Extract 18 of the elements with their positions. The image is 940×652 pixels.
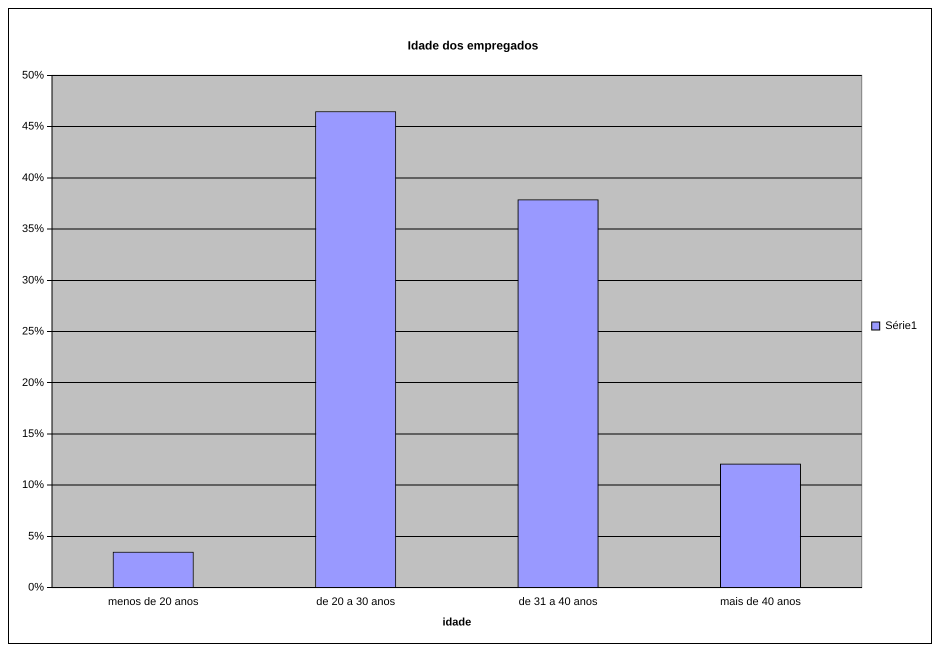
y-tick-label: 35% [22, 223, 44, 236]
y-tick-label: 5% [28, 530, 44, 542]
y-tick-label: 15% [22, 428, 44, 440]
y-tick-label: 50% [22, 69, 44, 82]
x-tick-label: mais de 40 anos [720, 596, 802, 608]
y-tick-label: 30% [22, 274, 44, 286]
x-tick-label: de 31 a 40 anos [518, 596, 598, 608]
x-axis-title: idade [442, 616, 472, 628]
legend-label: Série1 [885, 320, 917, 332]
chart-title: Idade dos empregados [408, 38, 539, 53]
y-tick-label: 45% [22, 120, 44, 133]
x-tick-label: menos de 20 anos [108, 596, 199, 608]
x-tick-label: de 20 a 30 anos [316, 596, 396, 608]
y-tick-label: 20% [22, 376, 44, 389]
y-tick-label: 40% [22, 172, 44, 184]
y-tick-label: 10% [22, 479, 44, 492]
y-tick-label: 0% [28, 582, 44, 594]
y-tick-label: 25% [22, 326, 44, 338]
